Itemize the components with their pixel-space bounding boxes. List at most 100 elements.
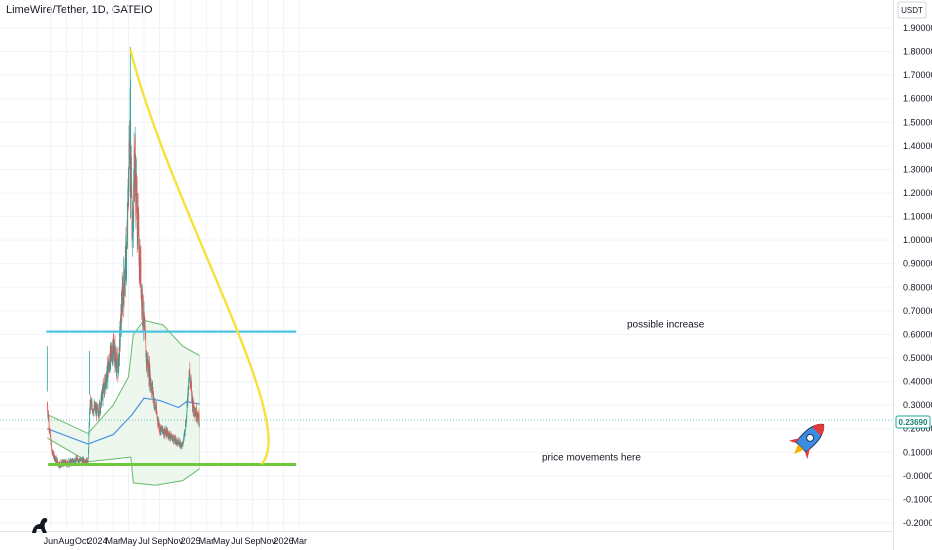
candle-body xyxy=(120,330,121,340)
annotation-lines: possible increase price movements here xyxy=(46,48,705,467)
candle-body xyxy=(71,460,73,464)
candle-body xyxy=(124,285,125,293)
candle-body xyxy=(177,443,179,445)
x-tick-label: May xyxy=(120,536,138,546)
candle-body xyxy=(196,407,197,419)
candle-body xyxy=(56,459,57,462)
candle-body xyxy=(66,461,68,465)
candle-body xyxy=(193,400,194,408)
candle-body xyxy=(138,226,140,261)
y-tick-label: 1.10000 xyxy=(903,212,932,222)
candle-body xyxy=(87,459,89,462)
candle-body xyxy=(181,443,183,447)
x-tick-label: Mar xyxy=(292,536,308,546)
candle-body xyxy=(51,442,52,447)
decay-curve[interactable] xyxy=(129,48,270,465)
candle-body xyxy=(142,294,143,315)
candle-body xyxy=(158,423,160,430)
currency-badge[interactable] xyxy=(897,1,927,19)
support-label: price movements here xyxy=(542,453,641,464)
candle-body xyxy=(152,387,154,397)
candle-body xyxy=(119,331,120,358)
candle-body xyxy=(191,386,192,396)
candle-body xyxy=(71,460,72,464)
candle-body xyxy=(156,406,157,413)
last-price-tag: 0.23690 xyxy=(895,415,931,429)
candle-body xyxy=(194,406,195,413)
candle-body xyxy=(194,412,196,416)
candle-body xyxy=(74,460,75,462)
candle-body xyxy=(125,244,127,281)
x-tick-label: 2024 xyxy=(87,536,107,546)
candle-body xyxy=(186,410,188,419)
x-tick-label: Sep xyxy=(152,536,168,546)
candle-body xyxy=(112,353,114,360)
candle-body xyxy=(106,365,108,376)
candle-body xyxy=(198,415,200,424)
candle-body xyxy=(189,370,191,377)
candle-body xyxy=(77,458,78,461)
candle-body xyxy=(162,426,163,431)
candle-body xyxy=(88,435,90,448)
candle-body xyxy=(52,450,53,454)
candle-body xyxy=(115,360,117,368)
candle-body xyxy=(76,459,78,461)
candle-body xyxy=(100,403,102,410)
candle-body xyxy=(78,459,79,462)
candle-body xyxy=(101,396,103,405)
resistance-label: possible increase xyxy=(627,320,705,331)
candle-body xyxy=(92,407,93,412)
candle-body xyxy=(186,401,188,411)
candle-body xyxy=(53,454,55,459)
candle-body xyxy=(112,342,114,354)
x-tick-label: Aug xyxy=(58,536,74,546)
band-upper-line xyxy=(47,319,200,435)
candle-body xyxy=(192,399,194,412)
candle-body xyxy=(168,433,170,438)
candle-body xyxy=(198,422,200,424)
candle-body xyxy=(154,400,156,404)
rocket-icon xyxy=(788,423,825,460)
candle-body xyxy=(156,413,158,417)
candle-body xyxy=(142,296,144,323)
candle-body xyxy=(188,380,190,385)
candle-body xyxy=(57,459,58,463)
candle-body xyxy=(99,402,100,414)
candle-body xyxy=(123,270,125,283)
candle-body xyxy=(108,366,109,372)
x-tick-label: Sep xyxy=(244,536,260,546)
y-tick-label: 0.10000 xyxy=(903,447,932,457)
volume-profile-band xyxy=(47,319,200,486)
candle-body xyxy=(89,409,90,425)
candle-body xyxy=(158,420,159,426)
candle-body xyxy=(183,433,185,437)
x-tick-label: Mar xyxy=(199,536,215,546)
dinosaur-logo-icon xyxy=(32,518,48,533)
candle-body xyxy=(185,417,187,426)
candle-body xyxy=(197,411,199,415)
x-tick-label: Mar xyxy=(105,536,121,546)
candle-body xyxy=(126,235,128,247)
candle-body xyxy=(188,370,190,381)
candle-body xyxy=(107,370,109,381)
candle-body xyxy=(145,340,147,357)
x-tick-label: Nov xyxy=(260,536,277,546)
candle-body xyxy=(174,436,176,441)
candle-body xyxy=(102,385,104,399)
candle-body xyxy=(177,439,178,444)
